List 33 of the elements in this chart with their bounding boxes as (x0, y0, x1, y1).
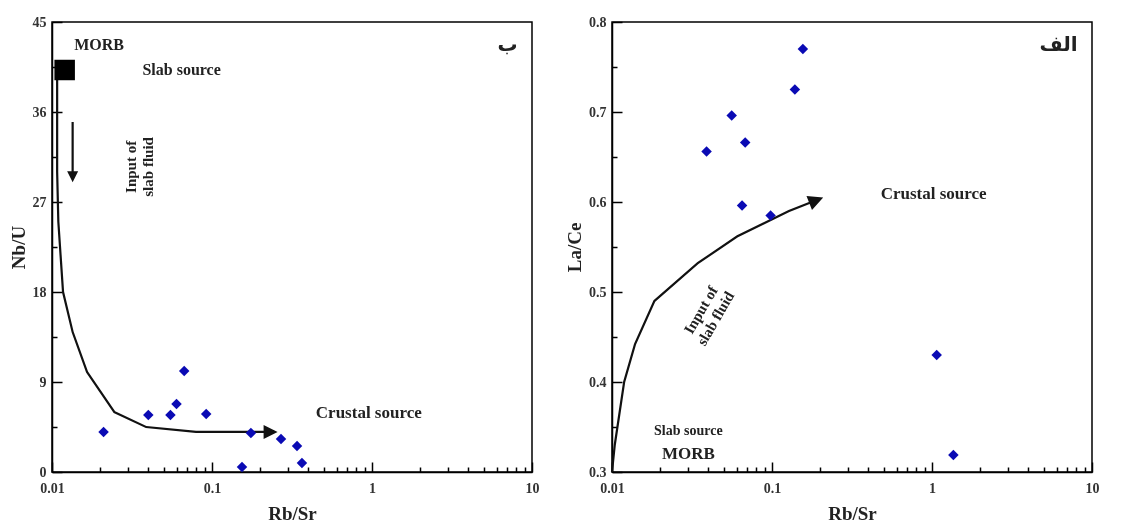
annotation: الف (1039, 31, 1078, 56)
y-tick-label: 9 (39, 374, 47, 390)
x-tick-label: 0.1 (763, 480, 782, 496)
y-tick-label: 0.6 (589, 194, 607, 210)
y-tick-label: 0.3 (589, 464, 607, 480)
y-tick-label: 0.7 (589, 104, 607, 120)
annotation: Slab source (142, 61, 221, 79)
x-axis-title: Rb/Sr (828, 502, 878, 524)
x-tick-label: 1 (369, 480, 376, 496)
annotation: Slab source (654, 422, 723, 438)
y-tick-label: 18 (32, 284, 47, 300)
annotation: MORB (74, 35, 125, 53)
y-tick-label: 27 (32, 194, 47, 210)
annotation: Crustal source (880, 183, 988, 203)
x-tick-label: 0.1 (203, 480, 222, 496)
annotation: ب (497, 31, 518, 56)
y-tick-label: 0.8 (589, 14, 607, 30)
x-axis-title: Rb/Sr (268, 502, 318, 524)
annotation: Crustal source (315, 403, 423, 423)
y-tick-label: 36 (32, 104, 47, 120)
x-tick-label: 0.01 (600, 480, 625, 496)
y-tick-label: 0.5 (589, 284, 607, 300)
annotation: MORB (661, 444, 715, 463)
y-tick-label: 0 (39, 464, 47, 480)
y-axis-title: La/Ce (564, 222, 585, 273)
x-tick-label: 0.01 (40, 480, 65, 496)
y-tick-label: 0.4 (589, 374, 607, 390)
y-tick-label: 45 (32, 14, 47, 30)
annotation: Input of slab fluid (123, 136, 157, 197)
x-tick-label: 10 (1085, 480, 1100, 496)
x-tick-label: 1 (929, 480, 936, 496)
x-tick-label: 10 (525, 480, 540, 496)
y-axis-title: Nb/U (7, 225, 29, 270)
